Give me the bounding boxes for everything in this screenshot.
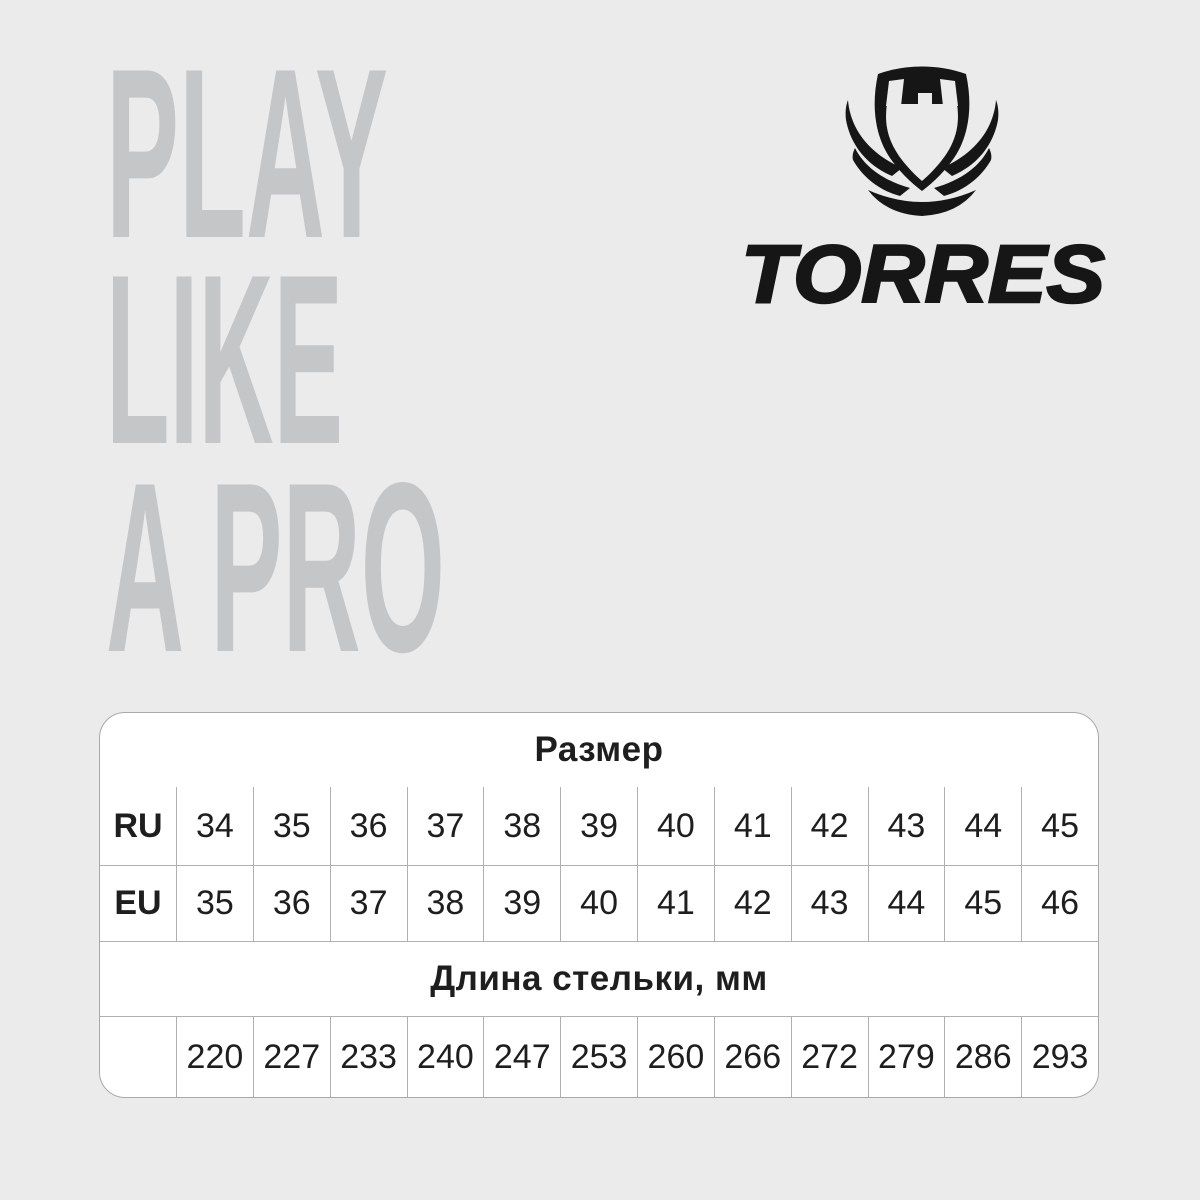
ru-size-cell: 40 (637, 787, 714, 865)
size-table: Размер RU 34 35 36 37 38 39 40 41 42 43 44 45 EU 35… (99, 712, 1099, 1098)
insole-length-cell: 227 (252, 1017, 330, 1097)
eu-size-cell: 42 (713, 866, 791, 941)
insole-length-cell: 272 (790, 1017, 868, 1097)
eu-sizes-row: EU 35 36 37 38 39 40 41 42 43 44 45 46 (100, 865, 1098, 941)
ru-sizes-row: RU 34 35 36 37 38 39 40 41 42 43 44 45 (100, 787, 1098, 865)
insole-length-title: Длина стельки, мм (100, 941, 1098, 1016)
insole-length-cell: 240 (406, 1017, 484, 1097)
eu-size-cell: 41 (637, 866, 714, 941)
hero-line-2: LIKE (106, 225, 343, 495)
brand-name: TORRES (741, 232, 1105, 314)
brand-wordmark: TORRES (740, 232, 1107, 314)
torres-shield-crest-icon (845, 66, 999, 216)
insole-length-cell: 279 (867, 1017, 945, 1097)
ru-size-cell: 36 (329, 787, 407, 865)
eu-size-cell: 46 (1021, 866, 1098, 941)
ru-size-cell: 43 (867, 787, 945, 865)
ru-size-cell: 37 (406, 787, 484, 865)
ru-size-cell: 34 (176, 787, 253, 865)
row-label-ru: RU (113, 806, 163, 845)
ru-size-cell: 44 (944, 787, 1021, 865)
ru-size-cell: 41 (713, 787, 791, 865)
eu-size-cell: 36 (252, 866, 330, 941)
insole-length-cell: 220 (176, 1017, 253, 1097)
eu-size-cell: 44 (867, 866, 945, 941)
insole-length-cell: 233 (329, 1017, 407, 1097)
insole-length-cell: 286 (944, 1017, 1021, 1097)
eu-size-cell: 38 (406, 866, 484, 941)
row-label-eu: EU (114, 884, 162, 922)
eu-size-cell: 43 (790, 866, 868, 941)
hero-slogan: PLAY LIKE A PRO (106, 53, 445, 663)
hero-line-3: A PRO (106, 433, 445, 663)
empty-corner-cell (100, 1017, 176, 1097)
insole-length-cell: 293 (1021, 1017, 1098, 1097)
ru-size-cell: 42 (790, 787, 868, 865)
eu-size-cell: 39 (483, 866, 560, 941)
eu-size-cell: 37 (329, 866, 407, 941)
eu-size-cell: 35 (176, 866, 253, 941)
hero-line-1: PLAY (106, 53, 388, 289)
insole-length-cell: 266 (713, 1017, 791, 1097)
eu-size-cell: 45 (944, 866, 1021, 941)
ru-size-cell: 45 (1021, 787, 1098, 865)
insole-length-cell: 260 (637, 1017, 714, 1097)
eu-size-cell: 40 (560, 866, 637, 941)
ru-size-cell: 35 (252, 787, 330, 865)
size-table-title: Размер (534, 730, 664, 769)
insole-length-cell: 247 (483, 1017, 560, 1097)
insole-length-cell: 253 (560, 1017, 637, 1097)
ru-size-cell: 38 (483, 787, 560, 865)
ru-size-cell: 39 (560, 787, 637, 865)
insole-lengths-row: 220 227 233 240 247 253 260 266 272 279 286 293 (100, 1016, 1098, 1097)
